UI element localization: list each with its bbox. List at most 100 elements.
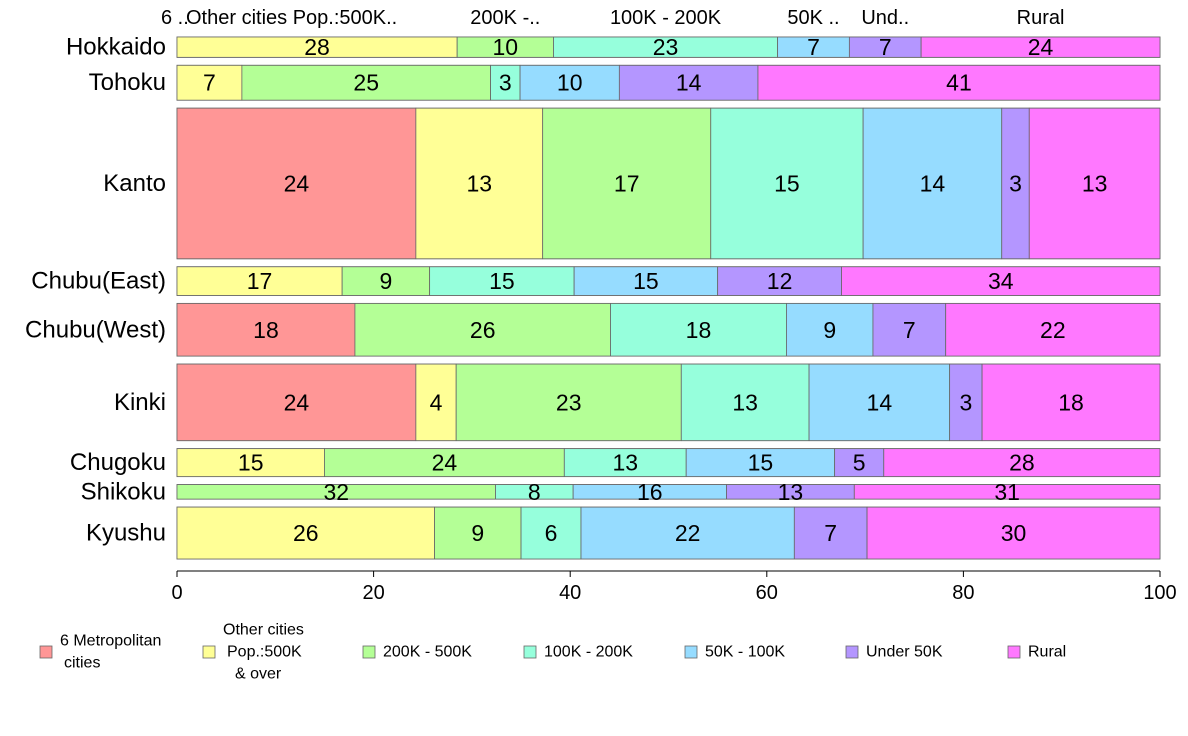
bar-segment-kinki-under-50k bbox=[949, 363, 983, 442]
legend-swatch bbox=[39, 645, 53, 659]
legend-swatch bbox=[1007, 645, 1021, 659]
bar-segment-chugoku-under-50k bbox=[834, 448, 885, 477]
bar-segment-kanto-other-cities-pop-500k-over bbox=[415, 107, 544, 260]
category-label-kanto: Kanto bbox=[103, 170, 166, 197]
data-label-kanto-other-cities-pop-500k-over: 13 bbox=[466, 170, 492, 196]
bar-segment-kyushu-100k-200k bbox=[520, 506, 582, 560]
legend-swatch bbox=[362, 645, 376, 659]
bar-row-tohoku: 7 25 3 10 14 41 bbox=[176, 64, 1161, 101]
legend-item-under-50k: Under 50K bbox=[845, 644, 943, 661]
bar-segment-chubu-west-200k-500k bbox=[354, 303, 611, 357]
legend-item-rural: Rural bbox=[1007, 644, 1066, 661]
data-label-shikoku-50k-100k: 16 bbox=[637, 479, 663, 505]
data-label-kinki-6-metropolitan-cities: 24 bbox=[284, 389, 310, 415]
data-label-kanto-under-50k: 3 bbox=[1009, 170, 1022, 196]
data-label-chubu-west-rural: 22 bbox=[1040, 317, 1066, 343]
data-label-kyushu-other-cities-pop-500k-over: 26 bbox=[293, 520, 319, 546]
bar-segment-chugoku-rural bbox=[883, 448, 1161, 477]
data-label-kyushu-50k-100k: 22 bbox=[675, 520, 701, 546]
bar-row-chugoku: 15 24 13 15 5 28 bbox=[176, 448, 1161, 478]
category-label-chugoku: Chugoku bbox=[70, 449, 166, 476]
data-label-tohoku-rural: 41 bbox=[946, 70, 972, 96]
bar-segment-kinki-200k-500k bbox=[455, 363, 682, 442]
bar-segment-chubu-west-rural bbox=[945, 303, 1161, 357]
data-label-chugoku-200k-500k: 24 bbox=[432, 450, 458, 476]
category-label-kyushu: Kyushu bbox=[86, 520, 166, 547]
legend-swatch bbox=[684, 645, 698, 659]
bar-segment-chubu-west-under-50k bbox=[872, 303, 947, 357]
bar-segment-kinki-50k-100k bbox=[808, 363, 951, 442]
bar-segment-kyushu-rural bbox=[866, 506, 1161, 560]
data-label-tohoku-100k-200k: 3 bbox=[499, 70, 512, 96]
data-label-chubu-east-other-cities-pop-500k-over: 17 bbox=[247, 268, 273, 294]
data-label-kinki-50k-100k: 14 bbox=[867, 389, 893, 415]
data-label-hokkaido-200k-500k: 10 bbox=[493, 34, 519, 60]
bar-segment-kanto-6-metropolitan-cities bbox=[176, 107, 417, 260]
data-label-chubu-east-rural: 34 bbox=[988, 268, 1014, 294]
data-label-shikoku-200k-500k: 32 bbox=[323, 479, 349, 505]
legend-label: Rural bbox=[1028, 644, 1066, 661]
legend-label: Pop.:500K bbox=[227, 644, 302, 661]
legend-swatch bbox=[845, 645, 859, 659]
bar-segment-kanto-50k-100k bbox=[862, 107, 1003, 260]
data-label-hokkaido-under-50k: 7 bbox=[879, 34, 892, 60]
bar-segment-tohoku-100k-200k bbox=[490, 64, 521, 101]
legend-item-other-cities-pop-500k-over: Other cities Pop.:500K & over bbox=[202, 622, 304, 683]
bar-row-kinki: 24 4 23 13 14 3 18 bbox=[176, 363, 1161, 442]
legend-item-200k-500k: 200K - 500K bbox=[362, 644, 472, 661]
data-label-hokkaido-50k-100k: 7 bbox=[807, 34, 820, 60]
data-label-tohoku-under-50k: 14 bbox=[676, 70, 702, 96]
bar-segment-kanto-100k-200k bbox=[710, 107, 864, 260]
data-label-kyushu-100k-200k: 6 bbox=[545, 520, 558, 546]
data-label-kinki-rural: 18 bbox=[1058, 389, 1084, 415]
data-label-kanto-200k-500k: 17 bbox=[614, 170, 640, 196]
bar-segment-kanto-rural bbox=[1028, 107, 1161, 260]
x-tick-label-60: 60 bbox=[756, 582, 778, 604]
bar-segment-chugoku-other-cities-pop-500k-over bbox=[176, 448, 325, 477]
bar-segment-chugoku-200k-500k bbox=[324, 448, 565, 477]
data-label-kyushu-200k-500k: 9 bbox=[471, 520, 484, 546]
top-label-other-cities-pop-500k-over: Other cities Pop.:500K.. bbox=[186, 7, 397, 29]
top-label-under-50k: Und.. bbox=[861, 7, 909, 29]
legend-label: 6 Metropolitan bbox=[60, 633, 161, 650]
category-label-kinki: Kinki bbox=[114, 389, 166, 416]
bar-segment-shikoku-rural bbox=[853, 484, 1161, 500]
data-label-chubu-west-under-50k: 7 bbox=[903, 317, 916, 343]
bar-row-shikoku: 32 8 16 13 31 bbox=[176, 479, 1161, 505]
top-label-200k-500k: 200K -.. bbox=[470, 7, 540, 29]
bar-segment-kyushu-200k-500k bbox=[434, 506, 522, 560]
bar-segment-tohoku-under-50k bbox=[618, 64, 759, 101]
data-label-kinki-under-50k: 3 bbox=[959, 389, 972, 415]
data-label-shikoku-under-50k: 13 bbox=[778, 479, 804, 505]
data-label-tohoku-200k-500k: 25 bbox=[353, 70, 379, 96]
top-label-rural: Rural bbox=[1017, 7, 1065, 29]
legend-label: 100K - 200K bbox=[544, 644, 633, 661]
legend-label: Other cities bbox=[223, 622, 304, 639]
top-column-labels: 6 ..Other cities Pop.:500K.. 200K -.. 100K… bbox=[161, 7, 1064, 29]
data-label-chugoku-under-50k: 5 bbox=[853, 450, 866, 476]
data-label-chubu-east-100k-200k: 15 bbox=[489, 268, 515, 294]
data-label-shikoku-100k-200k: 8 bbox=[528, 479, 541, 505]
data-label-chugoku-100k-200k: 13 bbox=[612, 450, 638, 476]
bar-segment-kyushu-50k-100k bbox=[580, 506, 795, 560]
x-axis: 0 20 40 60 80 100 bbox=[171, 570, 1177, 604]
legend: 6 Metropolitan cities Other cities Pop.:500… bbox=[39, 622, 1066, 683]
data-label-kinki-other-cities-pop-500k-over: 4 bbox=[430, 389, 443, 415]
data-label-kanto-rural: 13 bbox=[1082, 170, 1108, 196]
legend-label: cities bbox=[64, 655, 100, 672]
data-label-chugoku-other-cities-pop-500k-over: 15 bbox=[238, 450, 264, 476]
category-label-shikoku: Shikoku bbox=[81, 478, 166, 505]
bar-segment-chubu-west-6-metropolitan-cities bbox=[176, 303, 356, 357]
legend-label: 50K - 100K bbox=[705, 644, 785, 661]
bar-segment-chubu-east-50k-100k bbox=[573, 266, 719, 296]
bar-segment-tohoku-rural bbox=[757, 64, 1161, 101]
data-label-hokkaido-rural: 24 bbox=[1028, 34, 1054, 60]
data-label-hokkaido-other-cities-pop-500k-over: 28 bbox=[304, 34, 330, 60]
data-label-chubu-west-100k-200k: 18 bbox=[686, 317, 712, 343]
top-label-100k-200k: 100K - 200K bbox=[610, 7, 722, 29]
x-tick-label-0: 0 bbox=[171, 582, 182, 604]
legend-item-100k-200k: 100K - 200K bbox=[523, 644, 633, 661]
bar-segment-tohoku-200k-500k bbox=[241, 64, 491, 101]
bar-segment-tohoku-other-cities-pop-500k-over bbox=[176, 64, 243, 101]
bar-row-hokkaido: 28 10 23 7 7 24 bbox=[176, 34, 1161, 60]
